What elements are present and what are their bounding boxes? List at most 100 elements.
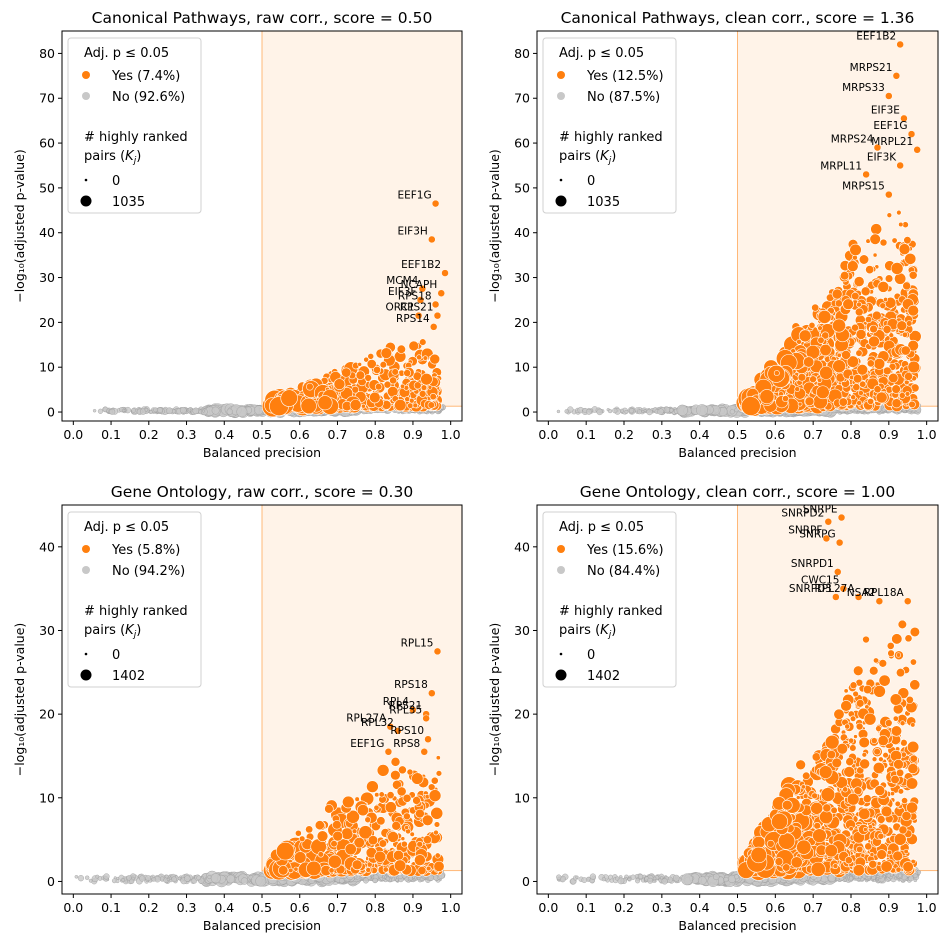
point-significant: [373, 365, 382, 374]
point-significant: [415, 808, 425, 819]
point-nonsignificant: [121, 878, 125, 882]
highlight-region: [261, 30, 463, 407]
point-significant: [332, 830, 344, 842]
y-tick-label: 30: [514, 270, 530, 285]
y-tick-label: 20: [514, 315, 530, 330]
point-significant: [896, 209, 902, 216]
x-tick-label: 0.3: [177, 900, 197, 915]
legend-size-max-marker: [555, 195, 567, 207]
point-nonsignificant: [177, 876, 182, 881]
point-significant: [376, 764, 390, 777]
gene-label-eef1g: EEF1G: [350, 738, 384, 750]
point-rps10: [424, 735, 432, 743]
point-ncaph: [437, 289, 445, 297]
point-significant: [314, 820, 325, 831]
x-axis-label: Balanced precision: [203, 918, 321, 933]
point-significant: [434, 852, 441, 859]
x-tick-label: 0.6: [290, 900, 310, 915]
point-significant: [393, 849, 404, 861]
point-significant: [855, 329, 867, 340]
point-nonsignificant: [144, 408, 149, 412]
y-tick-label: 70: [514, 91, 530, 106]
point-significant: [794, 386, 801, 392]
legend-size-pairs: pairs (: [84, 149, 125, 164]
point-significant: [865, 265, 875, 275]
legend-size-close: ): [136, 623, 141, 638]
y-tick-label: 50: [39, 180, 55, 195]
y-tick-label: 30: [39, 623, 55, 638]
point-rpl35: [422, 714, 430, 723]
x-tick-label: 0.4: [690, 427, 710, 442]
gene-label-mrps24: MRPS24: [831, 134, 874, 146]
point-nonsignificant: [74, 875, 79, 879]
point-significant: [351, 859, 363, 871]
x-tick-label: 0.1: [576, 427, 596, 442]
point-significant: [891, 398, 902, 409]
point-nonsignificant: [612, 408, 618, 414]
point-significant: [832, 359, 846, 374]
legend-marker-no: [82, 566, 90, 574]
point-nonsignificant: [210, 873, 221, 884]
x-tick-label: 0.7: [328, 427, 348, 442]
point-nonsignificant: [696, 404, 708, 417]
point-significant: [907, 360, 921, 374]
point-significant: [877, 281, 890, 293]
point-nonsignificant: [236, 406, 248, 418]
point-nonsignificant: [339, 878, 345, 884]
point-significant: [817, 336, 825, 344]
point-significant: [399, 383, 406, 389]
point-significant: [817, 310, 832, 324]
point-significant: [873, 385, 882, 394]
point-significant: [902, 281, 911, 291]
gene-label-orc1: ORC1: [386, 302, 415, 314]
point-significant: [276, 841, 295, 861]
point-significant: [411, 772, 424, 785]
point-nonsignificant: [171, 876, 177, 883]
point-significant: [361, 403, 366, 409]
point-significant: [412, 796, 421, 805]
point-nonsignificant: [601, 877, 606, 882]
point-nonsignificant: [609, 878, 614, 883]
point-significant: [394, 399, 407, 412]
legend-size-title: # highly ranked: [559, 130, 663, 145]
point-significant: [855, 349, 863, 357]
point-nonsignificant: [886, 873, 891, 878]
point-significant: [367, 353, 375, 360]
point-nonsignificant: [589, 873, 596, 880]
point-nonsignificant: [564, 409, 569, 414]
x-tick-label: 0.9: [403, 900, 423, 915]
point-significant: [396, 344, 406, 354]
point-significant: [278, 865, 289, 876]
point-nonsignificant: [372, 877, 378, 884]
point-eef1g: [384, 748, 393, 756]
point-significant: [317, 851, 324, 858]
chart-title: Canonical Pathways, clean corr., score =…: [561, 9, 915, 27]
point-significant: [390, 769, 401, 781]
legend-size-title2: pairs (Kj): [84, 623, 141, 640]
legend-no: No (92.6%): [112, 90, 185, 105]
point-nonsignificant: [843, 878, 847, 882]
gene-label-eef1b2: EEF1B2: [856, 30, 896, 42]
x-tick-label: 0.0: [538, 427, 558, 442]
point-nonsignificant: [596, 408, 603, 416]
point-mrps33: [885, 92, 893, 100]
point-nonsignificant: [113, 876, 117, 880]
point-significant: [293, 851, 307, 864]
point-significant: [408, 340, 420, 352]
point-significant: [435, 755, 441, 761]
point-significant: [305, 382, 314, 391]
point-eef1b2: [896, 40, 904, 49]
point-significant: [317, 395, 333, 411]
gene-label-eif3h: EIF3H: [397, 225, 427, 237]
x-tick-label: 0.3: [177, 427, 197, 442]
point-significant: [340, 827, 354, 840]
y-tick-label: 40: [39, 539, 55, 554]
point-significant: [741, 396, 761, 416]
point-significant: [287, 867, 294, 874]
point-significant: [433, 860, 445, 872]
legend-size-max-marker: [80, 195, 92, 207]
point-significant: [422, 355, 429, 361]
point-significant: [809, 375, 817, 384]
point-nonsignificant: [413, 876, 418, 880]
point-nonsignificant: [672, 874, 680, 882]
